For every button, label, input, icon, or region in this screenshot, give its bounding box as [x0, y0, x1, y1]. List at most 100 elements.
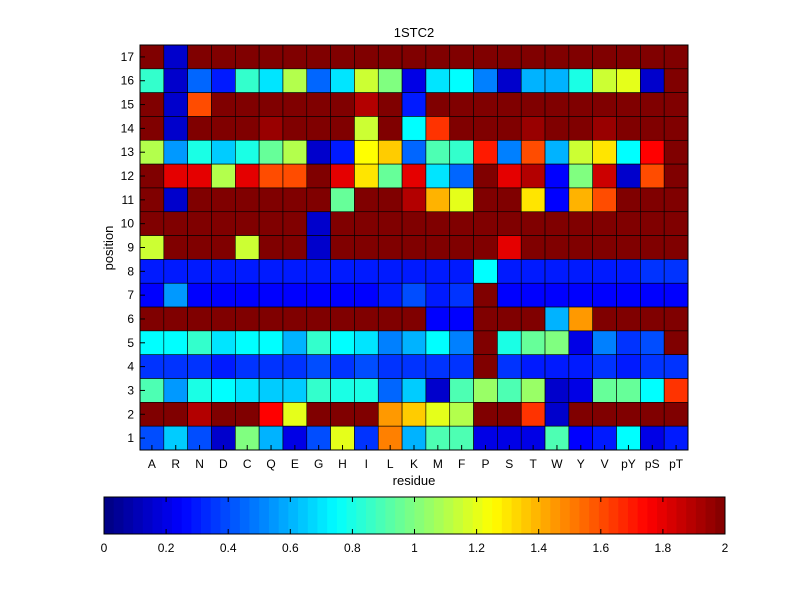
heatmap-cell: [401, 235, 427, 260]
heatmap-cell: [592, 402, 617, 427]
colorbar-segment: [356, 497, 367, 534]
colorbar-tick-label: 0.8: [344, 541, 361, 555]
heatmap-cell: [592, 354, 617, 379]
colorbar-segment: [608, 497, 619, 534]
heatmap-cell: [401, 139, 427, 165]
heatmap-cell: [235, 306, 260, 332]
heatmap-cell: [544, 330, 570, 356]
heatmap-cell: [330, 92, 355, 117]
heatmap-cell: [306, 44, 331, 70]
colorbar-segment: [530, 497, 542, 534]
heatmap-cell: [401, 92, 427, 117]
heatmap-cell: [187, 259, 212, 284]
heatmap-cell: [163, 330, 188, 356]
heatmap-cell: [592, 235, 617, 260]
heatmap-cell: [401, 68, 427, 93]
colorbar-segment: [550, 497, 561, 534]
heatmap-cell: [663, 378, 689, 403]
heatmap-cell: [425, 68, 451, 93]
heatmap-cell: [473, 259, 498, 284]
heatmap-cell: [568, 354, 593, 379]
heatmap-cell: [497, 187, 522, 213]
heatmap-cell: [449, 44, 474, 70]
heatmap-cell: [663, 306, 689, 332]
heatmap-cell: [330, 139, 355, 165]
heatmap-cell: [640, 44, 665, 70]
heatmap-cell: [449, 330, 474, 356]
heatmap-cell: [497, 330, 522, 356]
heatmap-cell: [258, 235, 284, 260]
heatmap-cell: [187, 211, 212, 236]
heatmap-cell: [520, 44, 546, 70]
heatmap-cell: [163, 282, 188, 308]
heatmap-cell: [377, 163, 403, 189]
heatmap-cell: [473, 163, 498, 189]
heatmap-cell: [497, 92, 522, 117]
colorbar-segment: [715, 497, 726, 534]
heatmap-cell: [282, 378, 308, 403]
x-tick-label: E: [291, 457, 299, 471]
colorbar-segment: [385, 497, 396, 534]
colorbar-segment: [230, 497, 241, 534]
heatmap-cell: [354, 402, 379, 427]
colorbar-segment: [676, 497, 687, 534]
heatmap-cell: [473, 402, 498, 427]
heatmap-cell: [449, 378, 474, 403]
heatmap-cell: [592, 163, 617, 189]
heatmap-cell: [306, 187, 331, 213]
heatmap-cell: [235, 330, 260, 356]
colorbar-tick-label: 2: [722, 541, 729, 555]
colorbar-segment: [472, 497, 483, 534]
y-tick-label: 3: [127, 383, 134, 397]
heatmap-cell: [235, 44, 260, 70]
colorbar-segment: [336, 497, 347, 534]
heatmap-cell: [235, 259, 260, 284]
heatmap-cell: [592, 378, 617, 403]
heatmap-cell: [568, 282, 593, 308]
heatmap-cell: [616, 402, 641, 427]
heatmap-cell: [354, 306, 379, 332]
heatmap-cell: [663, 139, 689, 165]
heatmap-cell: [425, 306, 451, 332]
colorbar-tick-label: 0.4: [220, 541, 237, 555]
heatmap-cell: [401, 187, 427, 213]
heatmap-cell: [520, 92, 546, 117]
heatmap-cell: [258, 116, 284, 141]
heatmap-cell: [425, 163, 451, 189]
heatmap-cell: [520, 187, 546, 213]
colorbar-segment: [560, 497, 571, 534]
colorbar-segment: [424, 497, 435, 534]
heatmap-cell: [640, 92, 665, 117]
colorbar-tick-label: 0: [101, 541, 108, 555]
colorbar-segment: [637, 497, 648, 534]
heatmap-cell: [568, 139, 593, 165]
heatmap-cell: [520, 354, 546, 379]
heatmap-cell: [306, 259, 331, 284]
heatmap-cell: [401, 116, 427, 141]
x-tick-label: S: [505, 457, 513, 471]
heatmap-cell: [377, 259, 403, 284]
heatmap-cell: [163, 68, 188, 93]
heatmap-cell: [330, 44, 355, 70]
heatmap-cell: [497, 116, 522, 141]
heatmap-cell: [473, 378, 498, 403]
heatmap-cell: [163, 139, 188, 165]
heatmap-cell: [663, 92, 689, 117]
heatmap-cell: [258, 306, 284, 332]
heatmap-cell: [282, 402, 308, 427]
heatmap-cell: [211, 306, 236, 332]
colorbar-segment: [657, 497, 668, 534]
heatmap-cell: [235, 139, 260, 165]
heatmap-cell: [235, 402, 260, 427]
heatmap-cell: [640, 330, 665, 356]
heatmap-cell: [449, 139, 474, 165]
heatmap-cell: [640, 139, 665, 165]
heatmap-cell: [306, 402, 331, 427]
heatmap-cell: [330, 306, 355, 332]
colorbar-segment: [395, 497, 406, 534]
heatmap-cell: [473, 68, 498, 93]
heatmap-cell: [187, 402, 212, 427]
heatmap-cell: [235, 378, 260, 403]
heatmap-cell: [163, 92, 188, 117]
